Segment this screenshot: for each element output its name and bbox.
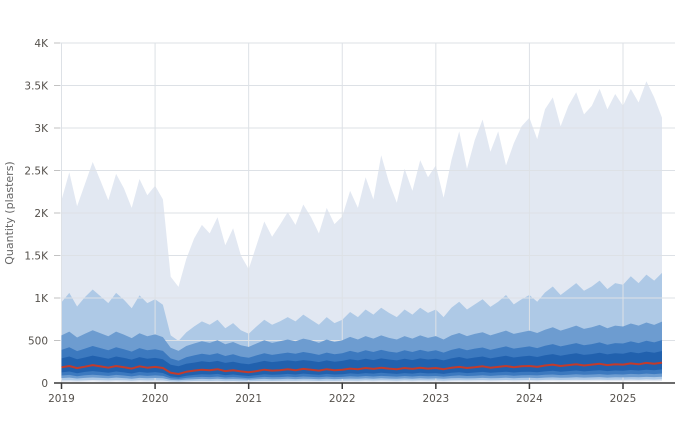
- median-series: [61, 361, 663, 375]
- x-tick-label: 2019: [48, 393, 75, 405]
- y-tick-label: 4K: [34, 38, 49, 50]
- axes: [54, 382, 675, 389]
- y-tick-label: 500: [28, 335, 48, 347]
- y-tick-label: 2.5K: [24, 165, 49, 177]
- x-tick-label: 2022: [329, 393, 356, 405]
- y-tick-label: 3.5K: [24, 80, 49, 92]
- x-tick-label: 2025: [610, 393, 637, 405]
- y-tick-label: 1K: [34, 293, 49, 305]
- x-tick-label: 2021: [235, 393, 262, 405]
- y-tick-label: 0: [41, 378, 48, 390]
- x-tick-label: 2020: [142, 393, 169, 405]
- x-tick-label: 2024: [516, 393, 543, 405]
- y-tick-label: 2K: [34, 208, 49, 220]
- y-tick-label: 1.5K: [24, 250, 49, 262]
- y-tick-label: 3K: [34, 123, 49, 135]
- x-tick-label: 2023: [422, 393, 449, 405]
- y-axis-title: Quantity (plasters): [3, 161, 16, 264]
- median-line: [61, 361, 663, 375]
